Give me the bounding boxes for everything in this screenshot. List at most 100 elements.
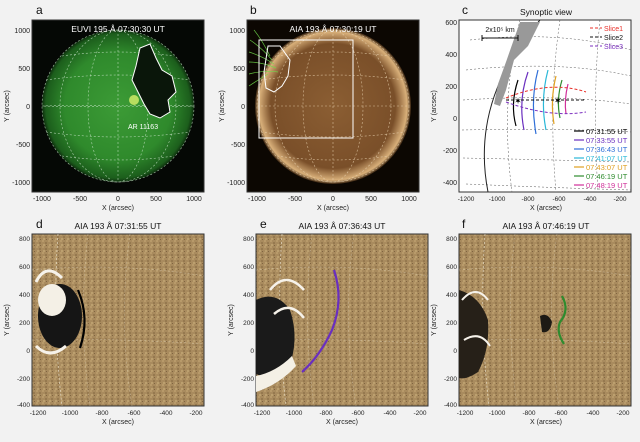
tick-label: -600	[127, 410, 140, 417]
panel-d-ylabel: Y (arcsec)	[4, 304, 11, 336]
panel-a-xlabel: X (arcsec)	[102, 205, 134, 212]
tick-label: 500	[18, 66, 30, 73]
panel-d-xticks: -1200 -1000 -800 -600 -400 -200	[30, 410, 203, 417]
tick-label: -800	[522, 410, 535, 417]
tick-label: 200	[19, 320, 30, 327]
slice-legend-3: Slice3	[604, 44, 623, 51]
panel-f-xlabel: X (arcsec)	[530, 419, 562, 426]
tick-label: -200	[613, 196, 626, 203]
panel-c-yticks: 600 400 200 0 -200 -400	[443, 20, 457, 187]
tick-label: -1200	[30, 410, 47, 417]
panel-d-limb-arc	[55, 233, 63, 407]
panel-d-bright-loops	[34, 269, 67, 355]
panel-d-eruption-bright	[38, 284, 66, 316]
tick-label: 0	[331, 196, 335, 203]
tick-label: -200	[189, 410, 202, 417]
tick-label: -600	[552, 196, 565, 203]
tick-label: -1000	[12, 180, 30, 187]
tick-label: 600	[243, 264, 254, 271]
tick-label: 0	[453, 348, 457, 355]
tick-label: -1200	[254, 410, 271, 417]
panel-a-letter: a	[36, 3, 43, 17]
tick-label: -400	[444, 402, 457, 409]
tick-label: 0	[116, 196, 120, 203]
panel-a-grid	[41, 29, 195, 183]
tick-label: -1200	[458, 196, 475, 203]
panel-c-frame	[458, 19, 632, 193]
time-legend-2: 07:33:55 UT	[586, 136, 628, 145]
panel-c-ar-shade	[494, 22, 540, 106]
tick-label: -1000	[227, 180, 245, 187]
panel-a-yticks: 1000 500 0 -500 -1000	[12, 28, 30, 187]
panel-b-zoom-box	[258, 39, 354, 139]
tick-label: 400	[243, 292, 254, 299]
tick-label: 400	[446, 292, 457, 299]
panel-b-xlabel: X (arcsec)	[317, 205, 349, 212]
tick-label: 0	[250, 348, 254, 355]
panel-c-star-marker-2: ✶	[514, 96, 522, 106]
panel-c-letter: c	[462, 3, 468, 17]
panel-a-annotation: AR 11163	[128, 124, 158, 131]
tick-label: -200	[444, 376, 457, 383]
panel-f-eruption-dark	[459, 290, 489, 379]
panel-c-ylabel: Y (arcsec)	[431, 90, 438, 122]
time-legend-4: 07:41:07 UT	[586, 154, 628, 163]
tick-label: -1000	[248, 196, 266, 203]
slice-legend-2: Slice2	[604, 35, 623, 42]
panel-e-ylabel: Y (arcsec)	[228, 304, 235, 336]
panel-f-dark-spot	[540, 314, 552, 333]
tick-label: 1000	[186, 196, 202, 203]
tick-label: 600	[19, 264, 30, 271]
panel-d-front	[76, 289, 86, 349]
panel-c-star-marker: ✶	[554, 96, 562, 107]
panel-e-title: AIA 193 Å 07:36:43 UT	[299, 221, 386, 231]
panel-d-xlabel: X (arcsec)	[102, 419, 134, 426]
tick-label: -500	[231, 142, 245, 149]
panel-b: b AIA 193 Å 07:30:19 UT 1000 500 0 -500 …	[219, 3, 420, 212]
tick-label: -200	[443, 148, 457, 155]
panel-e-eruption-bright	[256, 356, 296, 392]
panel-f-title: AIA 193 Å 07:46:19 UT	[503, 221, 590, 231]
tick-label: -1000	[62, 410, 79, 417]
panel-e: e AIA 193 Å 07:36:43 UT 800 600 400 200 …	[228, 217, 429, 426]
panel-f-ylabel: Y (arcsec)	[431, 304, 438, 336]
tick-label: 600	[446, 264, 457, 271]
panel-e-limb-arc	[279, 233, 287, 407]
tick-label: 500	[365, 196, 377, 203]
tick-label: -600	[554, 410, 567, 417]
tick-label: -400	[241, 402, 254, 409]
panel-b-grid	[256, 29, 410, 183]
tick-label: -200	[413, 410, 426, 417]
panel-b-field-lines	[248, 29, 279, 87]
panel-f-letter: f	[462, 217, 466, 231]
front-0748	[564, 83, 569, 115]
tick-label: 0	[241, 104, 245, 111]
tick-label: 800	[19, 236, 30, 243]
tick-label: -500	[288, 196, 302, 203]
panel-d-title: AIA 193 Å 07:31:55 UT	[75, 221, 162, 231]
tick-label: -600	[351, 410, 364, 417]
front-0736	[532, 69, 539, 135]
panel-e-letter: e	[260, 217, 267, 231]
time-legend-6: 07:46:19 UT	[586, 172, 628, 181]
tick-label: -500	[16, 142, 30, 149]
panel-e-front	[301, 269, 340, 373]
tick-label: 800	[446, 236, 457, 243]
tick-label: 0	[26, 348, 30, 355]
tick-label: 500	[150, 196, 162, 203]
tick-label: 1000	[229, 28, 245, 35]
tick-label: -800	[95, 410, 108, 417]
panel-b-title: AIA 193 Å 07:30:19 UT	[290, 24, 377, 34]
tick-label: -200	[17, 376, 30, 383]
panel-a-ylabel: Y (arcsec)	[4, 90, 11, 122]
time-legend-1: 07:31:55 UT	[586, 127, 628, 136]
panel-c-xticks: -1200 -1000 -800 -600 -400 -200	[458, 196, 627, 203]
panel-c-scale-label: 2x10⁵ km	[485, 27, 515, 34]
time-legend-5: 07:43:07 UT	[586, 163, 628, 172]
panel-a: AR 11163 a EUVI 195 Å 07:30:30 UT 1000 5…	[4, 3, 205, 212]
tick-label: 0	[453, 116, 457, 123]
panel-f-bright-loops	[461, 291, 491, 347]
panel-c-slice-legend: Slice1 Slice2 Slice3	[590, 26, 623, 51]
tick-label: -400	[17, 402, 30, 409]
front-0731	[512, 79, 519, 127]
